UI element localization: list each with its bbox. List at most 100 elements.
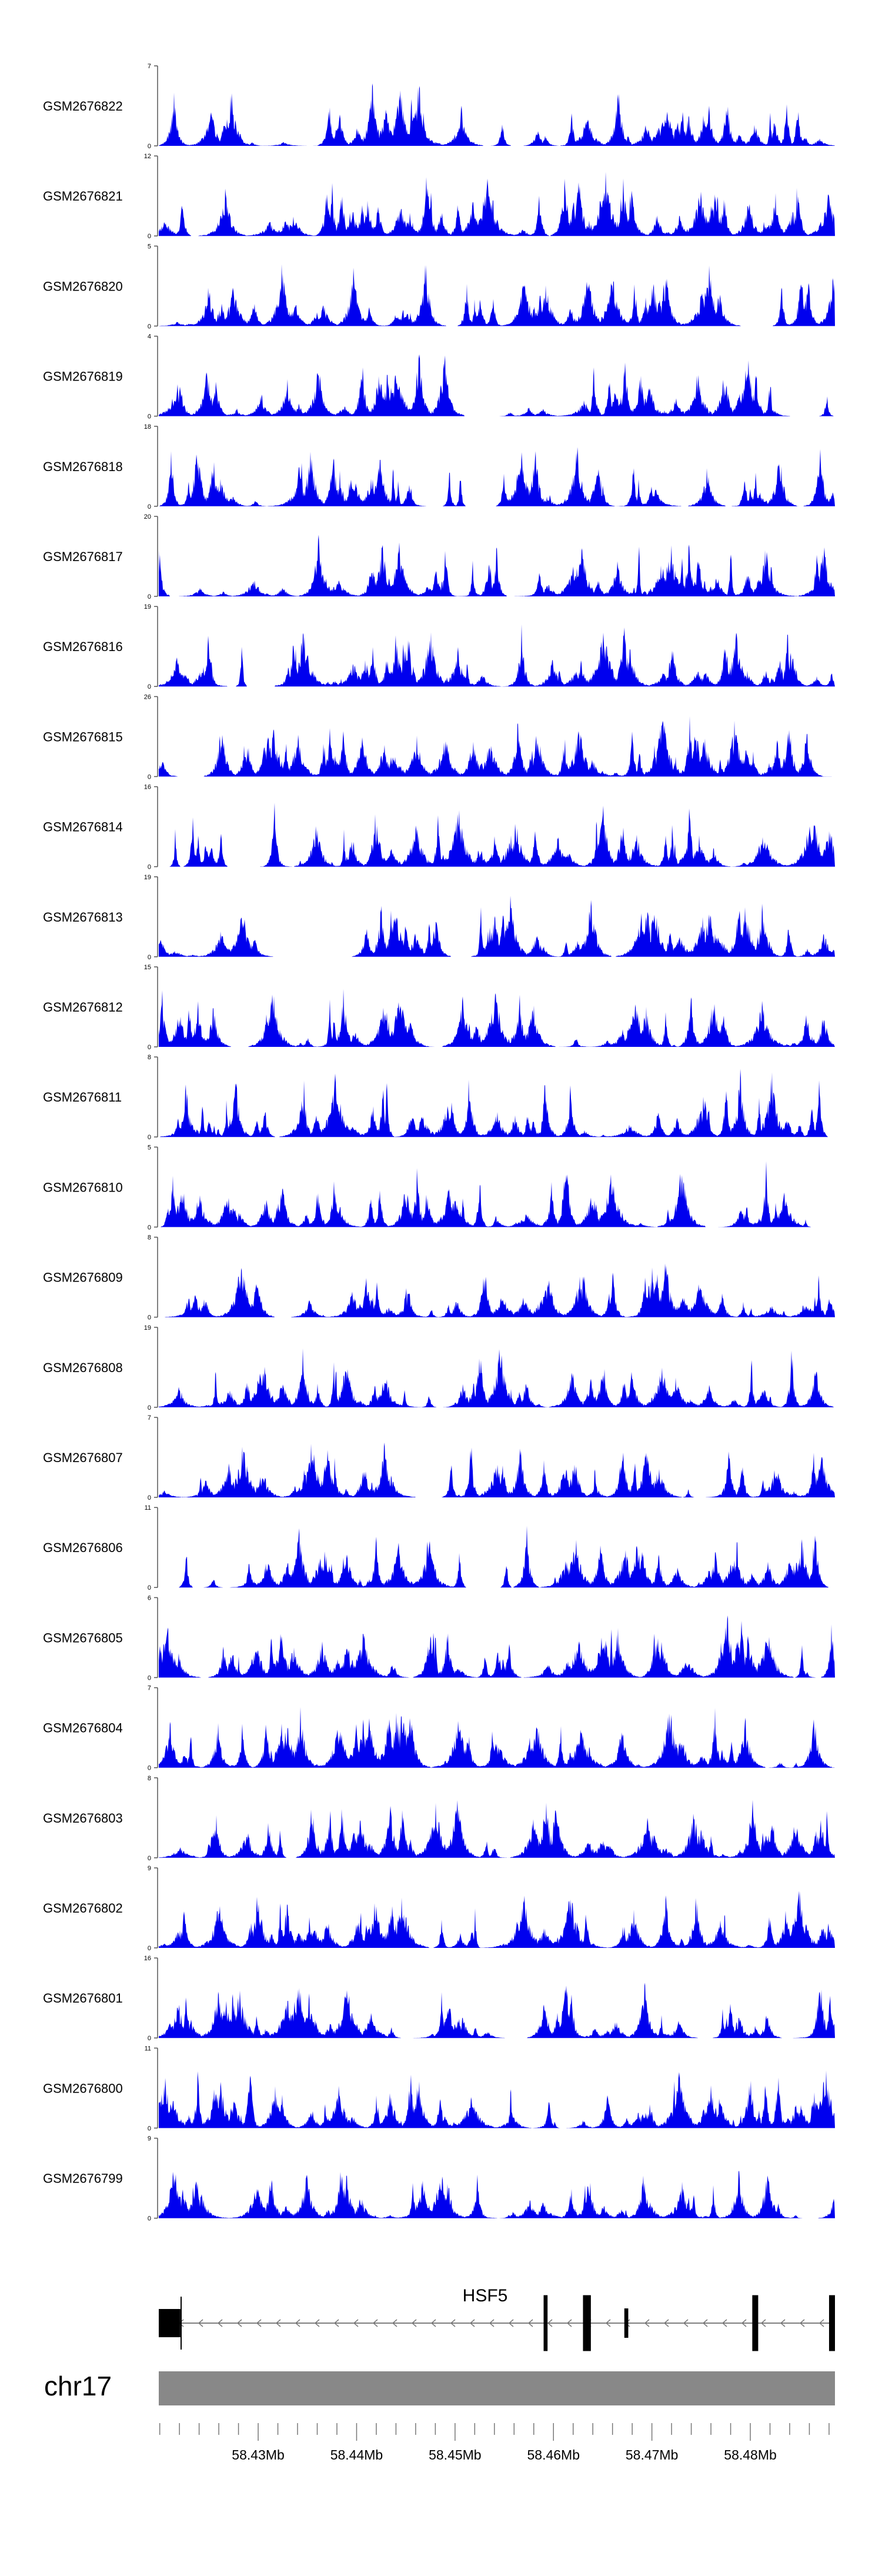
- y-min-label: 0: [148, 2125, 151, 2132]
- strand-chevron: [527, 2319, 533, 2327]
- axis-tick-label: 58.44Mb: [330, 2447, 383, 2462]
- strand-chevron: [799, 2319, 805, 2327]
- track-label: GSM2676812: [43, 1000, 123, 1015]
- track-label: GSM2676809: [43, 1270, 123, 1285]
- track-GSM2676808: GSM2676808 19 0: [43, 1324, 835, 1412]
- track-label: GSM2676800: [43, 2081, 123, 2095]
- track-GSM2676821: GSM2676821 12 0: [43, 153, 835, 240]
- coverage-area: [159, 1442, 835, 1497]
- y-max-label: 16: [144, 784, 151, 791]
- y-min-label: 0: [148, 413, 151, 421]
- track-label: GSM2676802: [43, 1901, 123, 1916]
- track-GSM2676804: GSM2676804 7 0: [43, 1685, 835, 1772]
- y-max-label: 7: [148, 1414, 151, 1422]
- track-GSM2676806: GSM2676806 11 0: [43, 1504, 835, 1591]
- chromosome-label: chr17: [44, 2371, 112, 2401]
- coverage-area: [159, 1707, 835, 1768]
- y-min-label: 0: [148, 1945, 151, 1952]
- y-max-label: 6: [148, 1594, 151, 1601]
- coverage-area: [159, 716, 835, 777]
- coverage-area: [159, 1161, 835, 1227]
- track-label: GSM2676806: [43, 1540, 123, 1555]
- axis-tick-label: 58.45Mb: [429, 2447, 482, 2462]
- strand-chevron: [663, 2319, 669, 2327]
- track-label: GSM2676821: [43, 189, 123, 203]
- strand-chevron: [450, 2319, 456, 2327]
- strand-chevron: [508, 2319, 514, 2327]
- y-max-label: 15: [144, 964, 151, 971]
- strand-chevron: [469, 2319, 475, 2327]
- track-GSM2676811: GSM2676811 8 0: [43, 1054, 835, 1141]
- y-min-label: 0: [148, 1404, 151, 1412]
- coverage-tracks: GSM267682270GSM2676821120GSM267682050GSM…: [43, 63, 835, 2223]
- y-max-label: 19: [144, 874, 151, 881]
- track-GSM2676818: GSM2676818 18 0: [43, 423, 835, 510]
- y-min-label: 0: [148, 1674, 151, 1681]
- exon: [624, 2308, 629, 2338]
- y-max-label: 26: [144, 693, 151, 700]
- strand-chevron: [392, 2319, 397, 2327]
- y-max-label: 20: [144, 513, 151, 520]
- y-max-label: 7: [148, 1685, 151, 1692]
- strand-chevron: [566, 2319, 572, 2327]
- chromosome-bar: [159, 2371, 835, 2405]
- strand-chevron: [644, 2319, 650, 2327]
- coverage-area: [159, 447, 835, 506]
- y-max-label: 8: [148, 1234, 151, 1242]
- coverage-area: [159, 803, 835, 867]
- track-GSM2676807: GSM2676807 7 0: [43, 1414, 835, 1501]
- coverage-area: [159, 83, 835, 146]
- y-min-label: 0: [148, 143, 151, 150]
- strand-chevron: [430, 2319, 436, 2327]
- track-label: GSM2676819: [43, 369, 123, 384]
- strand-chevron: [275, 2319, 281, 2327]
- track-label: GSM2676801: [43, 1991, 123, 2006]
- track-GSM2676820: GSM2676820 5 0: [43, 243, 835, 330]
- track-GSM2676816: GSM2676816 19 0: [43, 603, 835, 690]
- y-max-label: 4: [148, 333, 151, 341]
- y-max-label: 9: [148, 2135, 151, 2143]
- strand-chevron: [333, 2319, 339, 2327]
- strand-chevron: [760, 2319, 766, 2327]
- track-label: GSM2676807: [43, 1450, 123, 1465]
- track-label: GSM2676811: [43, 1090, 122, 1105]
- track-GSM2676801: GSM2676801 16 0: [43, 1955, 835, 2042]
- ideogram-track: chr17 58.43Mb 58.44Mb 58.45Mb 58.46Mb 58.47M…: [44, 2371, 835, 2462]
- y-min-label: 0: [148, 233, 151, 240]
- y-max-label: 19: [144, 603, 151, 610]
- track-label: GSM2676804: [43, 1721, 123, 1736]
- y-min-label: 0: [148, 1044, 151, 1051]
- y-min-label: 0: [148, 1855, 151, 1862]
- track-label: GSM2676820: [43, 279, 123, 293]
- coverage-area: [159, 1263, 835, 1317]
- strand-chevron: [683, 2319, 689, 2327]
- y-min-label: 0: [148, 503, 151, 510]
- exon: [159, 2309, 181, 2337]
- strand-chevron: [489, 2319, 495, 2327]
- coverage-area: [159, 1526, 835, 1588]
- strand-chevron: [547, 2319, 553, 2327]
- y-min-label: 0: [148, 2215, 151, 2223]
- gene-model: [159, 2295, 835, 2351]
- exon: [752, 2295, 759, 2351]
- strand-chevron: [256, 2319, 262, 2327]
- axis-tick-label: 58.43Mb: [232, 2447, 285, 2462]
- coverage-area: [159, 1348, 835, 1407]
- y-max-label: 7: [148, 63, 151, 70]
- track-GSM2676815: GSM2676815 26 0: [43, 693, 835, 780]
- y-min-label: 0: [148, 1584, 151, 1591]
- y-min-label: 0: [148, 593, 151, 600]
- gene-track: HSF5: [159, 2286, 835, 2351]
- track-label: GSM2676818: [43, 459, 123, 474]
- exon: [828, 2295, 835, 2351]
- y-min-label: 0: [148, 1314, 151, 1322]
- track-GSM2676805: GSM2676805 6 0: [43, 1594, 835, 1681]
- y-max-label: 5: [148, 243, 151, 250]
- y-min-label: 0: [148, 1134, 151, 1141]
- track-GSM2676817: GSM2676817 20 0: [43, 513, 835, 600]
- coverage-area: [159, 2170, 835, 2218]
- track-GSM2676810: GSM2676810 5 0: [43, 1144, 835, 1231]
- gene-name-label: HSF5: [463, 2286, 508, 2305]
